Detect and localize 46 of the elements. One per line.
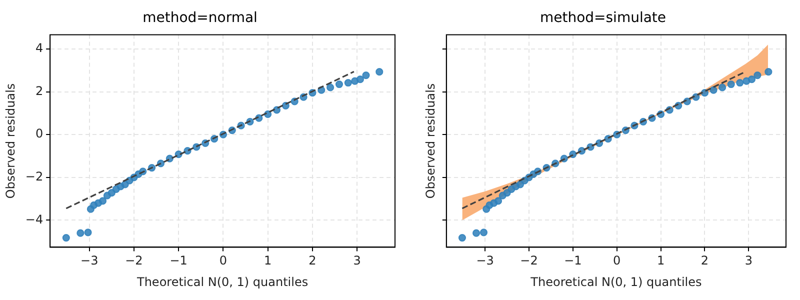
point <box>62 234 70 242</box>
point <box>718 84 726 92</box>
y-tick-label: 2 <box>35 84 44 98</box>
point <box>335 80 344 88</box>
x-axis-title: Theoretical N(0, 1) quantiles <box>136 274 308 289</box>
x-tick-label: 0 <box>219 254 228 268</box>
point <box>458 234 466 242</box>
point <box>472 229 480 237</box>
point <box>76 229 84 237</box>
y-tick-label: 0 <box>35 126 44 141</box>
point <box>480 228 488 236</box>
point <box>727 80 735 88</box>
point <box>736 78 744 87</box>
x-tick-label: 1 <box>264 254 272 268</box>
y-axis-title: Observed residuals <box>3 83 18 199</box>
point <box>362 71 370 80</box>
chart-title: method=simulate <box>540 10 666 26</box>
x-tick-label: 0 <box>613 254 621 268</box>
x-tick-label: 3 <box>353 254 361 268</box>
point <box>356 76 364 84</box>
y-tick-label: −4 <box>25 212 44 226</box>
x-tick-label: 2 <box>700 254 709 268</box>
x-tick-label: −3 <box>476 254 494 268</box>
point <box>764 68 772 76</box>
x-tick-label: −2 <box>520 254 538 268</box>
point <box>344 78 352 87</box>
chart-title: method=normal <box>142 10 258 26</box>
x-tick-label: 2 <box>308 254 316 268</box>
x-tick-label: −2 <box>125 254 143 268</box>
y-tick-label: 4 <box>35 41 44 56</box>
x-tick-label: −3 <box>80 254 98 268</box>
point <box>98 197 107 205</box>
point <box>84 228 92 236</box>
x-tick-label: 1 <box>656 254 665 268</box>
point <box>326 84 334 92</box>
point <box>754 71 762 80</box>
point <box>710 86 718 94</box>
point <box>748 76 756 84</box>
x-tick-label: 3 <box>744 254 752 268</box>
x-tick-label: −1 <box>564 254 582 268</box>
point <box>494 197 502 205</box>
x-tick-label: −1 <box>170 254 188 268</box>
x-axis-title: Theoretical N(0, 1) quantiles <box>530 274 702 289</box>
y-axis-title: Observed residuals <box>423 83 438 199</box>
y-tick-label: −2 <box>25 170 44 184</box>
point <box>376 68 384 76</box>
